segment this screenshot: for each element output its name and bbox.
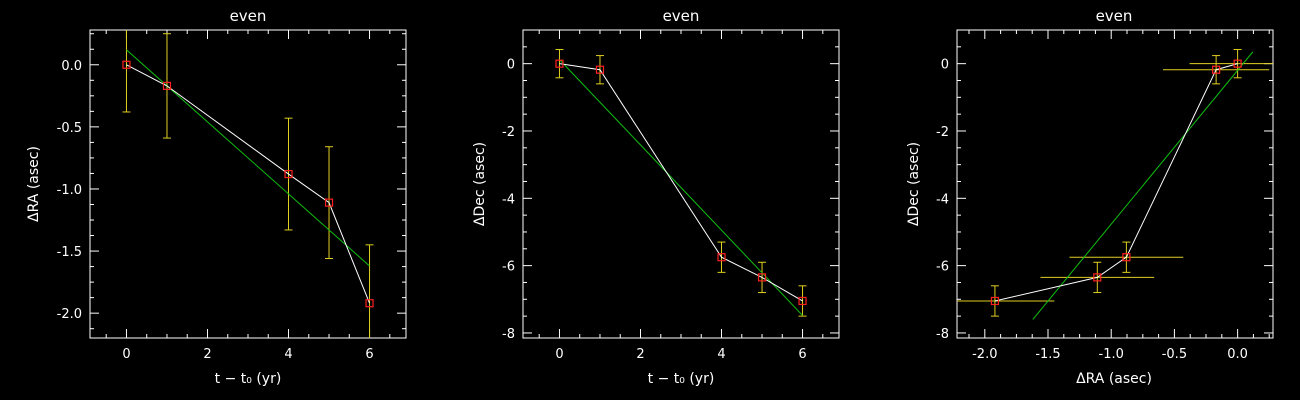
x-tick-label: -0.5	[1162, 347, 1187, 362]
x-tick-label: 2	[203, 347, 211, 362]
y-axis-label: ΔDec (asec)	[472, 142, 488, 226]
data-point	[798, 296, 807, 306]
data-point	[757, 273, 767, 282]
data-point	[122, 60, 131, 69]
y-tick-label: -4	[502, 192, 515, 207]
panel-title: even	[1096, 7, 1133, 25]
x-axis-label: ΔRA (asec)	[1076, 371, 1152, 387]
x-tick-label: 4	[284, 347, 292, 362]
data-point	[595, 65, 605, 74]
y-tick-label: -2	[936, 125, 949, 140]
x-tick-label: 4	[717, 347, 725, 362]
y-tick-label: -1.0	[57, 183, 82, 198]
x-tick-label: 6	[798, 347, 806, 362]
y-tick-label: -2	[502, 125, 515, 140]
y-tick-label: 0	[941, 58, 949, 73]
panel-ra-vs-time: even t − t₀ (yr) ΔRA (asec) 0 2 4 6 0.0 -0.5 -…	[26, 7, 407, 387]
plot-area	[555, 49, 807, 317]
fit-line	[1032, 51, 1254, 320]
data-connect-line	[126, 64, 371, 304]
y-axis-label: ΔRA (asec)	[26, 146, 42, 222]
panel-title: even	[663, 7, 700, 25]
y-tick-label: 0.0	[61, 59, 82, 74]
x-tick-label: 0	[122, 347, 130, 362]
y-tick-label: -2.0	[57, 307, 82, 322]
x-axis-label: t − t₀ (yr)	[215, 371, 282, 387]
y-axis-label: ΔDec (asec)	[906, 142, 922, 226]
data-connect-line	[994, 63, 1238, 302]
data-point	[162, 81, 172, 90]
fit-line	[559, 59, 803, 316]
x-tick-label: 0.0	[1227, 347, 1248, 362]
data-point	[1093, 273, 1102, 282]
y-tick-label: -1.5	[57, 245, 82, 260]
data-point	[717, 253, 726, 262]
panel-dec-vs-ra: even ΔRA (asec) ΔDec (asec) -2.0 -1.5 -1.0…	[906, 7, 1274, 387]
plot-frame	[956, 29, 1274, 339]
data-point	[555, 59, 564, 68]
plot-area	[122, 30, 374, 338]
y-tick-label: 0	[507, 58, 515, 73]
x-tick-label: -2.0	[972, 347, 997, 362]
x-tick-label: 6	[365, 347, 373, 362]
data-connect-line	[559, 63, 803, 302]
panel-dec-vs-time: even t − t₀ (yr) ΔDec (asec) 0 2 4 6 0 -2 -4 -6…	[472, 7, 840, 387]
panel-title: even	[230, 7, 267, 25]
data-point	[365, 299, 374, 308]
y-tick-label: -8	[502, 327, 515, 342]
y-tick-label: -6	[936, 260, 949, 275]
x-tick-label: -1.0	[1099, 347, 1124, 362]
data-point	[1212, 65, 1221, 74]
data-point	[324, 198, 334, 207]
plot-area	[957, 49, 1273, 320]
data-point	[284, 169, 293, 179]
y-tick-label: -0.5	[57, 121, 82, 136]
data-point	[990, 296, 1000, 306]
x-tick-label: 0	[555, 347, 563, 362]
x-axis-label: t − t₀ (yr)	[648, 371, 715, 387]
y-tick-label: -6	[502, 260, 515, 275]
x-tick-label: 2	[636, 347, 644, 362]
x-tick-label: -1.5	[1035, 347, 1060, 362]
data-point	[1233, 59, 1242, 68]
data-point	[1122, 253, 1131, 262]
y-tick-label: -4	[936, 192, 949, 207]
y-tick-label: -8	[936, 327, 949, 342]
